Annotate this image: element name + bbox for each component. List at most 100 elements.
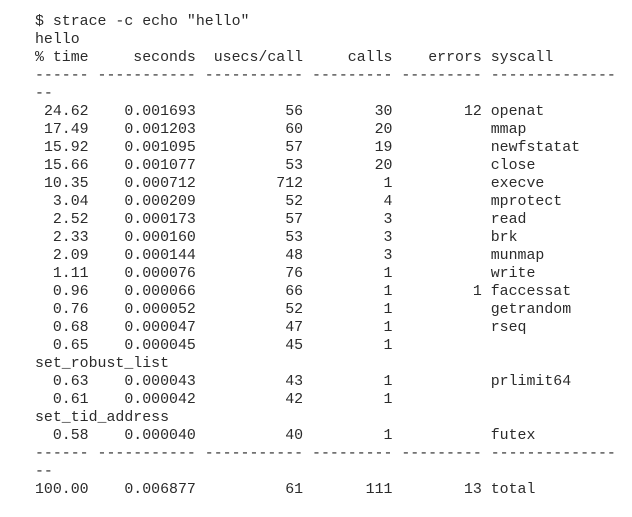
- syscall-cell: brk: [490, 230, 518, 246]
- command-line: $ strace -c echo "hello": [35, 14, 250, 30]
- syscall-cell: total: [490, 482, 536, 498]
- syscall-cell: syscall: [490, 50, 554, 66]
- usecs-cell: 76: [204, 266, 313, 282]
- table-row: 2.33 0.000160 53 3 brk: [35, 229, 616, 247]
- usecs-cell: 48: [204, 248, 313, 264]
- table-row: 0.68 0.000047 47 1 rseq: [35, 319, 616, 337]
- usecs-cell: 57: [204, 212, 313, 228]
- seconds-cell: seconds: [97, 50, 205, 66]
- pct-cell: 10.35: [35, 176, 98, 192]
- usecs-cell: 61: [204, 482, 313, 498]
- table-row: 0.61 0.000042 42 1 set_tid_address: [35, 391, 616, 427]
- table-row: 15.66 0.001077 53 20 close: [35, 157, 616, 175]
- seconds-cell: 0.001693: [97, 104, 205, 120]
- table-row: 2.52 0.000173 57 3 read: [35, 211, 616, 229]
- table-row: 15.92 0.001095 57 19 newfstatat: [35, 139, 616, 157]
- pct-cell: 15.92: [35, 140, 98, 156]
- syscall-cell: mmap: [490, 122, 527, 138]
- table-header: % time seconds usecs/call calls errors s…: [35, 49, 616, 67]
- syscall-cell: munmap: [490, 248, 545, 264]
- syscall-cell: newfstatat: [490, 140, 581, 156]
- syscall-cell: execve: [490, 176, 545, 192]
- calls-cell: 30: [312, 104, 402, 120]
- calls-cell: 1: [312, 176, 402, 192]
- syscall-cell: write: [490, 266, 536, 282]
- syscall-cell: read: [490, 212, 527, 228]
- pct-cell: 0.61: [35, 392, 98, 408]
- table-row: 17.49 0.001203 60 20 mmap: [35, 121, 616, 139]
- seconds-cell: 0.000045: [97, 338, 205, 354]
- errors-cell: [401, 266, 490, 282]
- calls-cell: 111: [312, 482, 402, 498]
- pct-cell: 100.00: [35, 482, 98, 498]
- calls-cell: 1: [312, 284, 402, 300]
- table-row: 0.63 0.000043 43 1 prlimit64: [35, 373, 616, 391]
- table-row: 0.76 0.000052 52 1 getrandom: [35, 301, 616, 319]
- seconds-cell: 0.000043: [97, 374, 205, 390]
- usecs-cell: 47: [204, 320, 313, 336]
- calls-cell: 1: [312, 374, 402, 390]
- errors-cell: [401, 158, 490, 174]
- table-row: 2.09 0.000144 48 3 munmap: [35, 247, 616, 265]
- pct-cell: 0.65: [35, 338, 98, 354]
- errors-cell: [401, 320, 490, 336]
- seconds-cell: 0.000712: [97, 176, 205, 192]
- usecs-cell: 52: [204, 194, 313, 210]
- seconds-cell: 0.001203: [97, 122, 205, 138]
- errors-cell: [401, 338, 490, 354]
- calls-cell: 3: [312, 230, 402, 246]
- separator-line: ------ ----------- ----------- ---------…: [35, 446, 616, 480]
- syscall-cell: mprotect: [490, 194, 563, 210]
- errors-cell: [401, 140, 490, 156]
- seconds-cell: 0.000173: [97, 212, 205, 228]
- calls-cell: 20: [312, 122, 402, 138]
- calls-cell: 3: [312, 212, 402, 228]
- pct-cell: 15.66: [35, 158, 98, 174]
- table-row: 3.04 0.000209 52 4 mprotect: [35, 193, 616, 211]
- usecs-cell: 712: [204, 176, 313, 192]
- syscall-table: 24.62 0.001693 56 30 12 openat 17.49 0.0…: [35, 103, 616, 445]
- errors-cell: [401, 194, 490, 210]
- usecs-cell: 45: [204, 338, 313, 354]
- usecs-cell: 56: [204, 104, 313, 120]
- syscall-cell: futex: [490, 428, 536, 444]
- errors-cell: [401, 248, 490, 264]
- table-row: 0.58 0.000040 40 1 futex: [35, 427, 616, 445]
- pct-cell: 17.49: [35, 122, 98, 138]
- separator-line: ------ ----------- ----------- ---------…: [35, 68, 616, 102]
- errors-cell: errors: [401, 50, 491, 66]
- usecs-cell: 40: [204, 428, 313, 444]
- total-row: 100.00 0.006877 61 111 13 total: [35, 481, 616, 499]
- seconds-cell: 0.000047: [97, 320, 205, 336]
- usecs-cell: usecs/call: [204, 50, 313, 66]
- calls-cell: 20: [312, 158, 402, 174]
- errors-cell: [401, 212, 490, 228]
- seconds-cell: 0.001095: [97, 140, 205, 156]
- seconds-cell: 0.000042: [97, 392, 205, 408]
- pct-cell: 0.58: [35, 428, 98, 444]
- usecs-cell: 52: [204, 302, 313, 318]
- syscall-cell: openat: [490, 104, 545, 120]
- syscall-cell: set_robust_list: [35, 356, 170, 372]
- pct-cell: 0.68: [35, 320, 98, 336]
- table-row: 1.11 0.000076 76 1 write: [35, 265, 616, 283]
- errors-cell: [401, 428, 490, 444]
- command-output: hello: [35, 32, 80, 48]
- seconds-cell: 0.001077: [97, 158, 205, 174]
- pct-cell: 24.62: [35, 104, 98, 120]
- pct-cell: 2.33: [35, 230, 98, 246]
- seconds-cell: 0.000160: [97, 230, 205, 246]
- usecs-cell: 43: [204, 374, 313, 390]
- calls-cell: 1: [312, 392, 402, 408]
- seconds-cell: 0.000144: [97, 248, 205, 264]
- errors-cell: [401, 392, 490, 408]
- pct-cell: 0.63: [35, 374, 98, 390]
- pct-cell: 0.96: [35, 284, 98, 300]
- errors-cell: 12: [401, 104, 491, 120]
- usecs-cell: 53: [204, 230, 313, 246]
- seconds-cell: 0.000209: [97, 194, 205, 210]
- seconds-cell: 0.000052: [97, 302, 205, 318]
- table-row: 10.35 0.000712 712 1 execve: [35, 175, 616, 193]
- seconds-cell: 0.006877: [97, 482, 205, 498]
- table-row: 24.62 0.001693 56 30 12 openat: [35, 103, 616, 121]
